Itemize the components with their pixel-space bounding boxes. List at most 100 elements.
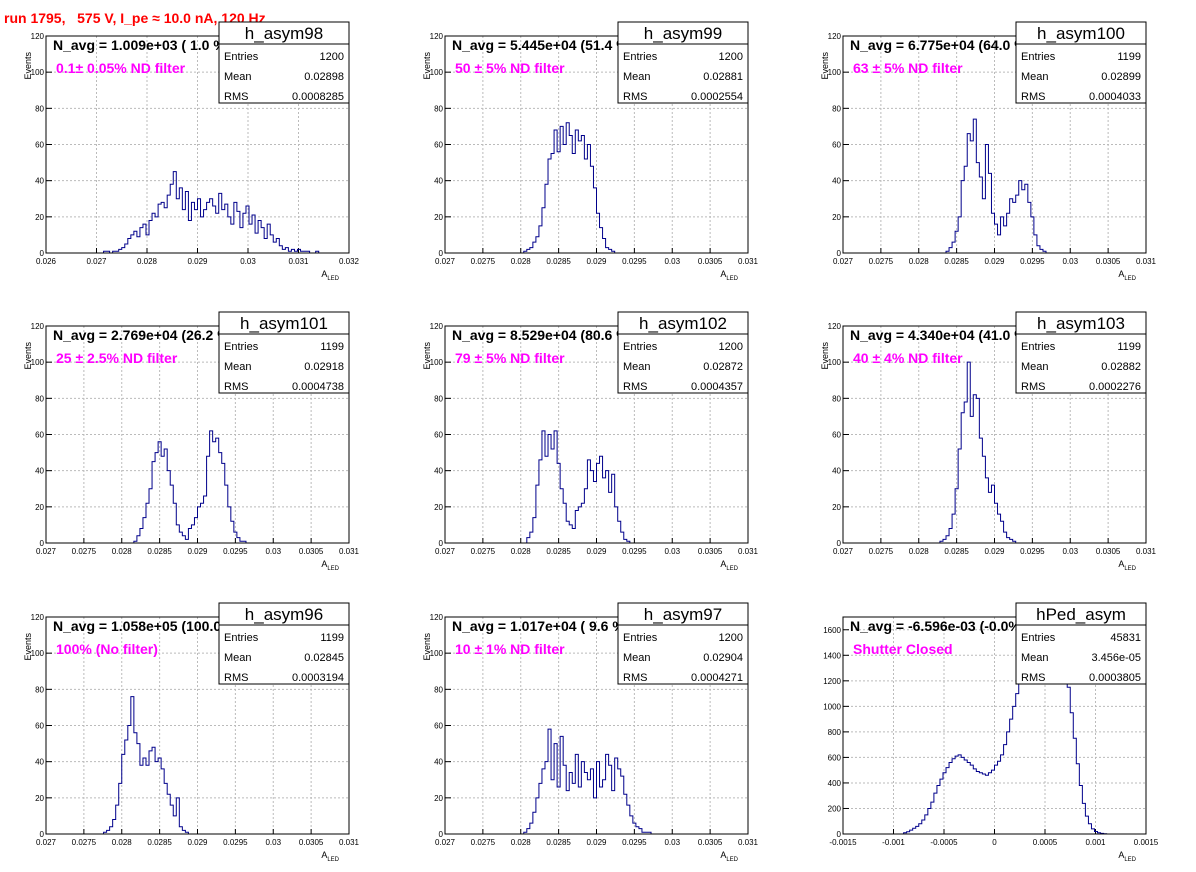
x-axis-label-sub: LED <box>327 857 339 863</box>
x-tick-label: 0.0275 <box>869 257 894 266</box>
y-tick-label: 0 <box>40 830 45 839</box>
y-tick-label: 60 <box>35 141 44 150</box>
x-tick-label: 0.027 <box>36 547 57 556</box>
filter-annotation: 0.1± 0.05% ND filter <box>56 60 186 76</box>
x-tick-label: 0.0305 <box>299 547 324 556</box>
filter-annotation: 50 ± 5% ND filter <box>455 60 565 76</box>
stats-mean-label: Mean <box>224 71 252 83</box>
stats-mean-value: 3.456e-05 <box>1091 652 1141 664</box>
y-axis-label: Events <box>422 52 432 80</box>
x-tick-label: 0.0305 <box>698 838 723 847</box>
x-tick-label: 0.0275 <box>471 547 496 556</box>
stats-box-frame <box>617 602 749 685</box>
y-tick-label: 1200 <box>823 677 841 686</box>
y-tick-label: 100 <box>430 68 444 77</box>
stats-mean-value: 0.02898 <box>304 71 344 83</box>
x-tick-label: 0.029 <box>586 547 607 556</box>
y-tick-label: 1400 <box>823 651 841 660</box>
y-tick-label: 100 <box>828 68 842 77</box>
y-tick-label: 60 <box>35 722 44 731</box>
x-tick-label: 0.028 <box>112 838 133 847</box>
stats-box: h_asym102 Entries 1200 Mean 0.02872 RMS 0.0004… <box>617 311 749 394</box>
stats-rms-label: RMS <box>1021 91 1045 103</box>
x-axis-label-sub: LED <box>726 857 738 863</box>
stats-box-frame <box>617 311 749 394</box>
x-tick-label: 0.027 <box>833 547 854 556</box>
stats-mean-value: 0.02872 <box>703 361 743 373</box>
y-tick-label: 100 <box>430 649 444 658</box>
stats-name: h_asym100 <box>1037 24 1125 43</box>
x-axis-label-sub: LED <box>327 566 339 572</box>
y-tick-label: 80 <box>434 394 443 403</box>
x-tick-label: -0.0005 <box>930 838 958 847</box>
x-tick-label: 0.0285 <box>944 257 969 266</box>
stats-entries-value: 1200 <box>719 632 743 644</box>
y-tick-label: 20 <box>35 213 44 222</box>
stats-entries-value: 45831 <box>1110 632 1141 644</box>
stats-rms-label: RMS <box>1021 381 1045 393</box>
y-tick-label: 60 <box>832 431 841 440</box>
stats-mean-value: 0.02882 <box>1101 361 1141 373</box>
x-tick-label: 0.029 <box>187 547 208 556</box>
x-axis-label-sub: LED <box>1124 276 1136 282</box>
y-tick-label: 120 <box>828 322 842 331</box>
filter-annotation: 40 ± 4% ND filter <box>853 350 963 366</box>
x-axis-label-sub: LED <box>1124 857 1136 863</box>
stats-mean-value: 0.02904 <box>703 652 743 664</box>
x-tick-label: 0.0285 <box>546 838 571 847</box>
x-tick-label: 0.027 <box>435 838 456 847</box>
x-tick-label: 0.03 <box>664 547 680 556</box>
stats-name: h_asym103 <box>1037 314 1125 333</box>
y-tick-label: 100 <box>430 358 444 367</box>
x-axis-label-sub: LED <box>1124 566 1136 572</box>
stats-box-frame <box>218 602 350 685</box>
x-tick-label: 0.0285 <box>147 547 172 556</box>
histogram-panel-h_asym100: 0.027 0.0275 0.028 0.0285 0.029 0.0295 0.03 0.0… <box>820 21 1157 282</box>
x-tick-label: 0.026 <box>36 257 57 266</box>
y-tick-label: 0 <box>439 539 444 548</box>
plot-frame <box>842 325 1147 544</box>
histogram-panel-h_asym99: 0.027 0.0275 0.028 0.0285 0.029 0.0295 0.03 0.0… <box>422 21 759 282</box>
x-tick-label: 0.03 <box>664 257 680 266</box>
histogram-panel-h_asym101: 0.027 0.0275 0.028 0.0285 0.029 0.0295 0.03 0.0… <box>23 311 360 572</box>
x-axis-label-sub: LED <box>726 566 738 572</box>
x-tick-label: 0.031 <box>339 838 360 847</box>
x-tick-label: 0.027 <box>435 547 456 556</box>
stats-rms-value: 0.0003805 <box>1089 672 1141 684</box>
x-tick-label: 0.029 <box>586 838 607 847</box>
filter-annotation: 63 ± 5% ND filter <box>853 60 963 76</box>
stats-rms-value: 0.0003194 <box>292 672 344 684</box>
stats-entries-value: 1200 <box>719 341 743 353</box>
filter-annotation: Shutter Closed <box>853 641 953 657</box>
x-tick-label: 0.031 <box>1136 257 1157 266</box>
y-tick-label: 120 <box>430 613 444 622</box>
x-tick-label: 0.0295 <box>622 547 647 556</box>
y-tick-label: 0 <box>837 830 842 839</box>
x-tick-label: 0.027 <box>36 838 57 847</box>
y-tick-label: 60 <box>832 141 841 150</box>
plot-frame <box>45 35 350 254</box>
stats-rms-value: 0.0004033 <box>1089 91 1141 103</box>
filter-annotation: 25 ± 2.5% ND filter <box>56 350 178 366</box>
x-tick-label: -0.0015 <box>829 838 857 847</box>
x-tick-label: 0.0305 <box>1096 257 1121 266</box>
x-tick-label: 0.027 <box>86 257 107 266</box>
stats-box: h_asym99 Entries 1200 Mean 0.02881 RMS 0.00025… <box>617 21 749 104</box>
stats-entries-value: 1199 <box>1117 51 1141 63</box>
stats-entries-value: 1200 <box>719 51 743 63</box>
x-axis-label: ALED <box>720 850 738 863</box>
y-tick-label: 0 <box>837 539 842 548</box>
y-tick-label: 80 <box>832 104 841 113</box>
y-axis-label: Events <box>23 633 33 661</box>
x-tick-label: 0.027 <box>435 257 456 266</box>
stats-mean-label: Mean <box>1021 652 1049 664</box>
y-tick-label: 60 <box>434 141 443 150</box>
stats-mean-label: Mean <box>224 652 252 664</box>
y-tick-label: 20 <box>434 213 443 222</box>
x-tick-label: 0.029 <box>187 838 208 847</box>
y-tick-label: 100 <box>828 358 842 367</box>
y-tick-label: 120 <box>31 613 45 622</box>
x-axis-label: ALED <box>720 559 738 572</box>
y-tick-label: 200 <box>828 804 842 813</box>
stats-box-frame <box>218 21 350 104</box>
